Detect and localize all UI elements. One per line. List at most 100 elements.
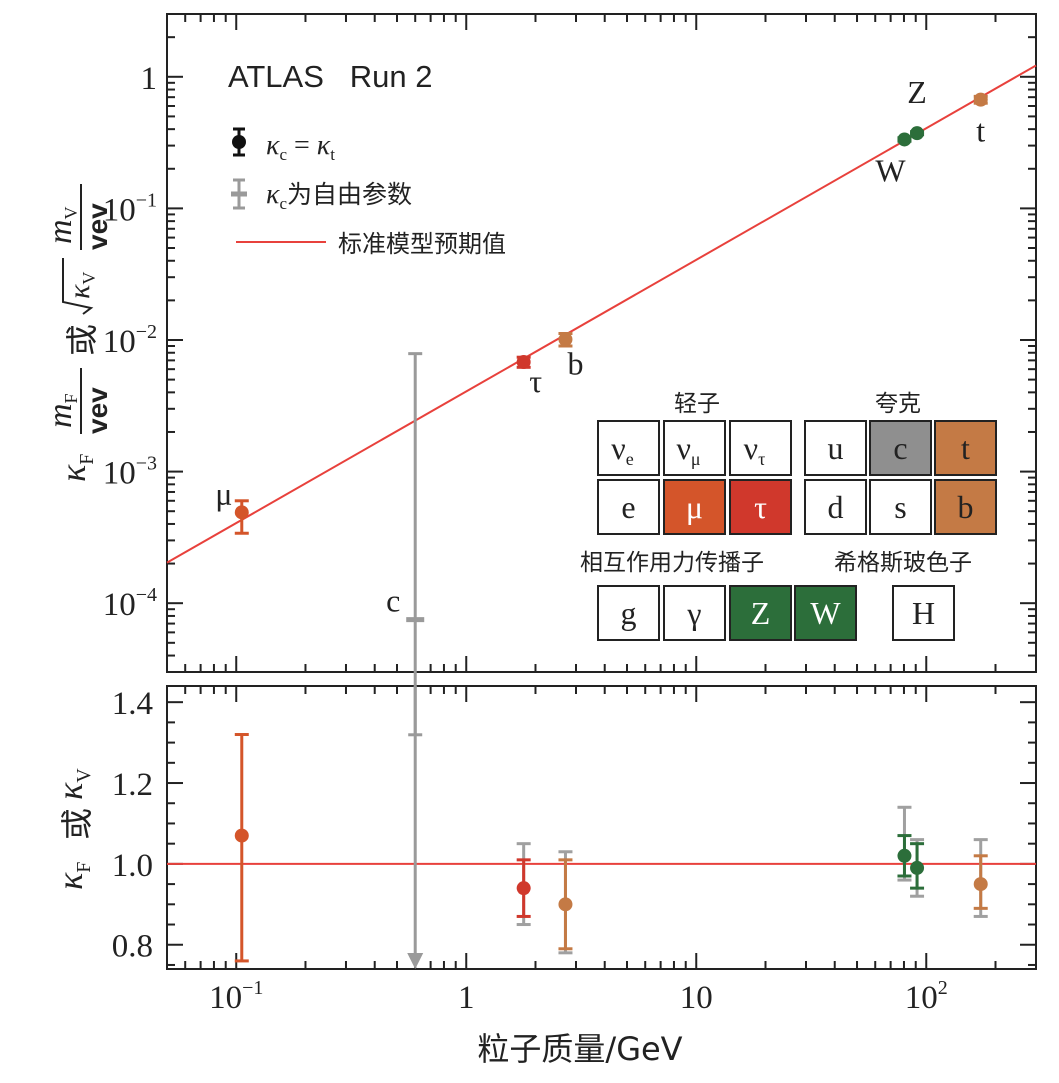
particle-symbol: ντ — [744, 430, 766, 469]
quarks-title: 夸克 — [875, 391, 921, 417]
point-τ — [516, 355, 531, 370]
top-panel-points — [234, 92, 988, 737]
svg-text:vev: vev — [82, 203, 113, 250]
higgs-title: 希格斯玻色子 — [834, 550, 972, 576]
bottom-y-tick-label: 0.8 — [112, 929, 153, 965]
particle-symbol: μ — [686, 489, 703, 525]
svg-text:κF: κF — [53, 454, 98, 482]
particle-cell-u — [804, 420, 867, 476]
particle-cell-τ — [729, 479, 792, 535]
particle-cell-μ — [663, 479, 726, 535]
particle-symbol: νe — [611, 430, 633, 469]
particle-symbol: d — [828, 489, 844, 525]
point-μ-bottom — [234, 828, 249, 843]
svg-text:vev: vev — [82, 387, 113, 434]
higgs-cell — [892, 585, 955, 641]
legend-entry-kc-free: κc为自由参数 — [266, 179, 412, 213]
point-c-bottom-arrow — [407, 953, 424, 969]
particle-cell-e — [597, 479, 660, 535]
leptons-title: 轻子 — [674, 391, 720, 417]
point-Z — [910, 126, 925, 141]
bosons-title: 相互作用力传播子 — [580, 550, 764, 576]
particle-cell-νμ — [663, 420, 726, 476]
point-label-μ: μ — [215, 475, 232, 511]
bottom-y-tick-label: 1.2 — [112, 767, 153, 803]
particle-symbol: s — [894, 489, 906, 525]
boson-symbol: W — [810, 595, 841, 631]
particle-symbol: b — [958, 489, 974, 525]
bottom-panel-frame — [166, 685, 1037, 970]
sm-line — [166, 64, 1037, 564]
x-axis-label: 粒子质量/GeV — [477, 1030, 682, 1068]
particle-cell-c — [869, 420, 932, 476]
point-t-bottom — [973, 877, 988, 892]
point-b-bottom — [558, 897, 573, 912]
particle-cell-b — [934, 479, 997, 535]
top-y-tick-label: 10−4 — [103, 584, 157, 623]
particle-cell-d — [804, 479, 867, 535]
svg-text:κV: κV — [50, 768, 95, 800]
particle-symbol: τ — [754, 489, 767, 525]
particle-table-cells: νe νμ ντ u c t e μ τ d s b g γ Z W H — [597, 420, 997, 641]
sm-expectation-line — [166, 64, 1037, 865]
point-W — [897, 132, 912, 147]
svg-text:κV: κV — [63, 272, 99, 299]
svg-text:或: 或 — [63, 324, 101, 356]
particle-cell-ντ — [729, 420, 792, 476]
top-y-axis-label: κF mF vev 或 κV mV vev — [42, 184, 113, 482]
particle-cell-s — [869, 479, 932, 535]
point-label-W: W — [875, 152, 906, 188]
top-y-tick-label: 10−2 — [103, 321, 157, 360]
boson-cell-g — [597, 585, 660, 641]
bottom-panel-points — [234, 686, 988, 969]
point-Z-bottom — [910, 860, 925, 875]
point-label-c: c — [386, 583, 400, 619]
particle-cell-t — [934, 420, 997, 476]
x-tick-label: 10−1 — [209, 977, 263, 1016]
point-b — [558, 332, 573, 347]
svg-text:或: 或 — [58, 808, 96, 840]
point-label-t: t — [976, 113, 985, 149]
x-tick-label: 1 — [458, 980, 475, 1016]
legend-entry-sm: 标准模型预期值 — [338, 230, 506, 258]
point-label-τ: τ — [529, 363, 542, 399]
top-y-tick-label: 1 — [141, 61, 158, 97]
point-μ — [234, 505, 249, 520]
particle-symbol: c — [893, 430, 907, 466]
svg-text:mF: mF — [42, 393, 81, 428]
bottom-y-tick-label: 1.0 — [112, 848, 153, 884]
particle-symbol: t — [961, 430, 970, 466]
legend: κc = κt κc为自由参数 标准模型预期值 — [231, 127, 506, 258]
boson-cell-W — [794, 585, 857, 641]
svg-text:κF: κF — [50, 862, 95, 890]
point-label-Z: Z — [907, 74, 927, 110]
legend-gray-marker — [231, 178, 247, 210]
legend-black-marker — [232, 127, 246, 157]
point-label-b: b — [567, 345, 583, 381]
particle-cell-νe — [597, 420, 660, 476]
higgs-symbol: H — [912, 595, 935, 631]
bottom-y-tick-label: 1.4 — [112, 686, 153, 722]
boson-cell-γ — [663, 585, 726, 641]
legend-entry-kc-eq-kt: κc = κt — [266, 130, 335, 164]
particle-symbol: νμ — [676, 430, 700, 469]
svg-text:mV: mV — [42, 206, 81, 244]
top-y-tick-label: 10−1 — [103, 189, 157, 228]
bottom-y-axis-label: κF 或 κV — [50, 768, 96, 890]
point-t — [973, 92, 988, 107]
particle-symbol: u — [828, 430, 844, 466]
particle-table: 轻子 夸克 νe νμ ντ u c t e μ τ d s b g γ Z W H 相互作用力传播子 希格斯玻… — [580, 391, 997, 641]
boson-cell-Z — [729, 585, 792, 641]
tick-labels: 10−1 1 10 102 1 10−1 10−2 10−3 10−4 0.8 1.0 1.2 1.4 — [103, 61, 948, 1016]
boson-symbol: γ — [686, 595, 701, 631]
top-panel-frame — [166, 13, 1037, 673]
boson-symbol: g — [621, 595, 637, 631]
boson-symbol: Z — [751, 595, 771, 631]
x-tick-label: 102 — [905, 977, 948, 1016]
point-W-bottom — [897, 848, 912, 863]
point-τ-bottom — [516, 881, 531, 896]
particle-symbol: e — [621, 489, 635, 525]
x-tick-label: 10 — [680, 980, 713, 1016]
